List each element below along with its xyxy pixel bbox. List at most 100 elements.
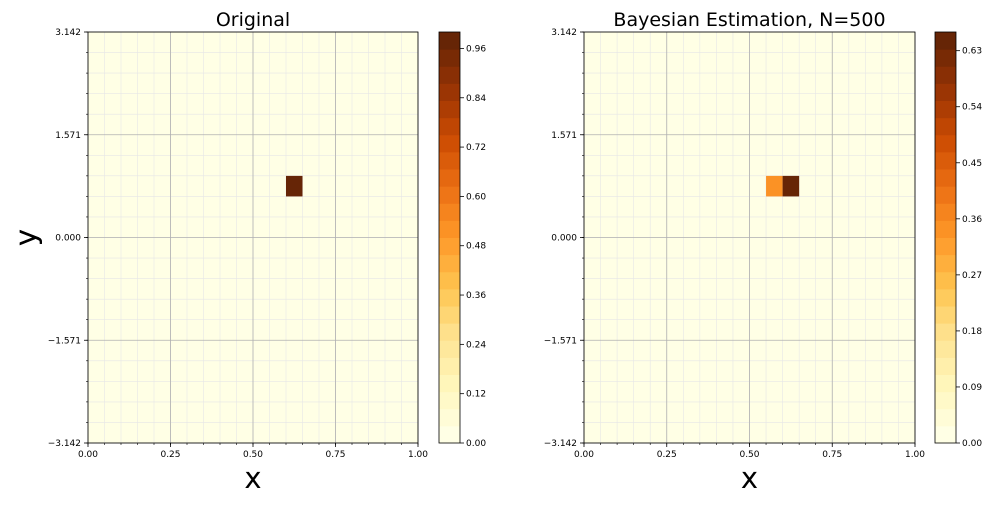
colorbar-band: [935, 237, 956, 256]
colorbar-band: [439, 425, 460, 444]
colorbar-band: [439, 203, 460, 221]
colorbar-tick-label: 0.54: [962, 103, 982, 113]
heatmap-panel-2: 0.00 0.25 0.50 0.75 1.00 3.142 1.571 0.000 −1.57…: [9, 9, 982, 495]
colorbar-band: [439, 49, 460, 67]
colorbar-band: [439, 66, 460, 84]
colorbar-band: [935, 49, 956, 67]
y-tick-label: 3.142: [551, 28, 577, 38]
colorbar-band: [439, 169, 460, 187]
x-tick-label: 0.25: [657, 450, 677, 460]
x-tick-label: 0.25: [160, 450, 180, 460]
colorbar-frame: [934, 31, 957, 444]
heatmap-cell: [782, 175, 800, 197]
heatmap-cell: [286, 175, 303, 197]
colorbar-band: [439, 288, 460, 307]
colorbar-band: [439, 254, 460, 273]
y-tick-label: 0.000: [55, 234, 81, 244]
x-tick-label: 0.75: [325, 450, 345, 460]
colorbar-band: [439, 271, 460, 290]
colorbar-band: [439, 220, 460, 238]
colorbar-tick-label: 0.36: [466, 291, 486, 301]
x-tick-label: 0.50: [739, 450, 759, 460]
colorbar-band: [935, 134, 956, 153]
chart-title: Bayesian Estimation, N=500: [613, 9, 885, 31]
colorbar-tick-label: 0.24: [466, 340, 486, 350]
colorbar-band: [935, 340, 956, 358]
colorbar-band: [935, 169, 956, 187]
colorbar: 0.00 0.12 0.24 0.36 0.48 0.60 0.72 0.84 0.96: [438, 31, 486, 449]
colorbar-band: [935, 391, 956, 410]
x-axis-label: x: [244, 461, 261, 495]
x-tick-label: 0.00: [574, 450, 594, 460]
y-axis-label: y: [9, 229, 43, 246]
y-tick-label: 0.000: [551, 234, 577, 244]
colorbar-tick-label: 0.27: [962, 271, 982, 281]
colorbar-band: [439, 237, 460, 256]
colorbar-tick-label: 0.45: [962, 159, 982, 169]
colorbar-band: [935, 271, 956, 290]
colorbar-band: [935, 100, 956, 119]
colorbar-band: [439, 83, 460, 101]
colorbar-tick-label: 0.00: [466, 439, 486, 449]
colorbar-band: [935, 220, 956, 238]
colorbar-band: [935, 32, 956, 50]
x-tick-label: 0.00: [78, 450, 98, 460]
colorbar-band: [935, 66, 956, 84]
colorbar-tick-label: 0.00: [962, 439, 982, 449]
y-axis-label: y: [9, 229, 43, 246]
y-tick-label: 1.571: [55, 131, 81, 141]
y-tick-label: −1.571: [544, 336, 577, 346]
y-tick-label: −3.142: [48, 439, 81, 449]
colorbar-band: [935, 151, 956, 170]
colorbar-band: [439, 306, 460, 324]
x-tick-label: 1.00: [905, 450, 925, 460]
colorbar-band: [935, 357, 956, 375]
colorbar-band: [935, 254, 956, 273]
y-tick-label: 1.571: [551, 131, 577, 141]
colorbar-tick-label: 0.72: [466, 143, 486, 153]
colorbar-band: [439, 134, 460, 153]
colorbar-tick-label: 0.09: [962, 383, 982, 393]
colorbar-band: [935, 306, 956, 324]
colorbar-tick-label: 0.18: [962, 327, 982, 337]
colorbar-band: [439, 323, 460, 341]
colorbar-band: [935, 117, 956, 136]
colorbar-band: [935, 83, 956, 101]
y-tick-label: −1.571: [48, 336, 81, 346]
colorbar-band: [439, 391, 460, 410]
heatmap-cell: [766, 175, 783, 197]
colorbar-band: [439, 357, 460, 375]
colorbar-band: [935, 323, 956, 341]
colorbar-tick-label: 0.60: [466, 192, 486, 202]
heatmap-panel-1: 0.00 0.25 0.50 0.75 1.00 3.142 1.571 0.000 −1.57…: [9, 9, 486, 495]
colorbar-band: [439, 32, 460, 50]
y-tick-label: −3.142: [544, 439, 577, 449]
colorbar: 0.00 0.09 0.18 0.27 0.36 0.45 0.54 0.63: [934, 31, 982, 449]
colorbar-band: [439, 117, 460, 136]
colorbar-band: [935, 186, 956, 204]
colorbar-band: [935, 288, 956, 307]
colorbar-tick-label: 0.84: [466, 94, 486, 104]
colorbar-tick-label: 0.36: [962, 215, 982, 225]
chart-title: Original: [216, 9, 290, 31]
colorbar-band: [439, 100, 460, 119]
x-axis-label: x: [741, 461, 758, 495]
colorbar-band: [439, 151, 460, 170]
colorbar-band: [439, 408, 460, 427]
colorbar-frame: [438, 31, 461, 444]
colorbar-tick-label: 0.12: [466, 390, 486, 400]
colorbar-tick-label: 0.48: [466, 242, 486, 252]
x-tick-label: 0.50: [243, 450, 263, 460]
colorbar-band: [935, 374, 956, 393]
colorbar-tick-label: 0.96: [466, 44, 486, 54]
x-tick-label: 0.75: [822, 450, 842, 460]
y-tick-label: 3.142: [55, 28, 81, 38]
x-tick-label: 1.00: [408, 450, 428, 460]
colorbar-tick-label: 0.63: [962, 47, 982, 57]
colorbar-band: [935, 203, 956, 221]
colorbar-band: [935, 425, 956, 444]
colorbar-band: [439, 340, 460, 358]
colorbar-band: [439, 186, 460, 204]
